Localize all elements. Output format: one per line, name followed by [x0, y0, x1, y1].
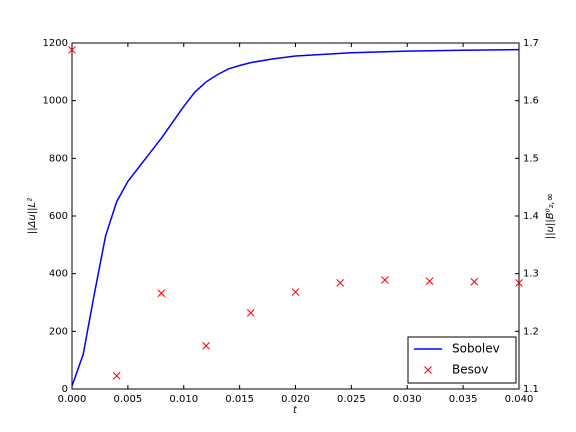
y-tick-label: 800: [49, 153, 68, 164]
marker: [112, 371, 121, 380]
marker: [157, 289, 166, 298]
marker: [515, 279, 523, 287]
marker: [425, 277, 434, 286]
legend-label: Sobolev: [452, 342, 500, 356]
marker: [291, 288, 300, 296]
y-tick-label: 600: [49, 211, 68, 222]
x-tick-label: 0.000: [58, 394, 87, 405]
y-tick-label: 1000: [43, 96, 68, 107]
plot-frame: [71, 42, 520, 390]
y-tick-label: 400: [49, 269, 68, 280]
x-tick-label: 0.010: [169, 394, 198, 405]
x-tick-label: 0.020: [281, 394, 310, 405]
y2-axis-label: ||u||B⁰₂,∞: [545, 193, 556, 239]
marker: [381, 276, 389, 284]
y2-tick-label: 1.4: [523, 211, 539, 222]
marker: [202, 341, 210, 350]
line: [71, 48, 520, 387]
y-tick-label: 200: [49, 326, 68, 337]
y-tick-label: 1200: [43, 38, 68, 49]
y2-tick-label: 1.3: [523, 269, 539, 280]
y-tick-label: 0: [62, 384, 68, 395]
marker: [470, 277, 479, 286]
x-tick-label: 0.015: [225, 394, 254, 405]
y2-tick-label: 1.6: [523, 96, 539, 107]
y-axis-label: ||Δu||L²: [27, 198, 38, 234]
x-axis-label: t: [293, 405, 298, 416]
x-tick-label: 0.035: [449, 394, 478, 405]
legend-label: Besov: [452, 363, 488, 377]
x-tick-label: 0.025: [337, 394, 366, 405]
legend-box: [407, 336, 517, 384]
marker: [336, 279, 345, 287]
x-tick-label: 0.005: [114, 394, 143, 405]
y2-tick-label: 1.7: [523, 38, 539, 49]
marker: [246, 309, 255, 317]
legend-marker: [424, 366, 432, 374]
marker: [68, 46, 76, 54]
x-tick-label: 0.030: [393, 394, 422, 405]
y2-tick-label: 1.1: [523, 384, 539, 395]
y2-tick-label: 1.5: [523, 153, 539, 164]
y2-tick-label: 1.2: [523, 326, 539, 337]
x-tick-label: 0.040: [505, 394, 534, 405]
